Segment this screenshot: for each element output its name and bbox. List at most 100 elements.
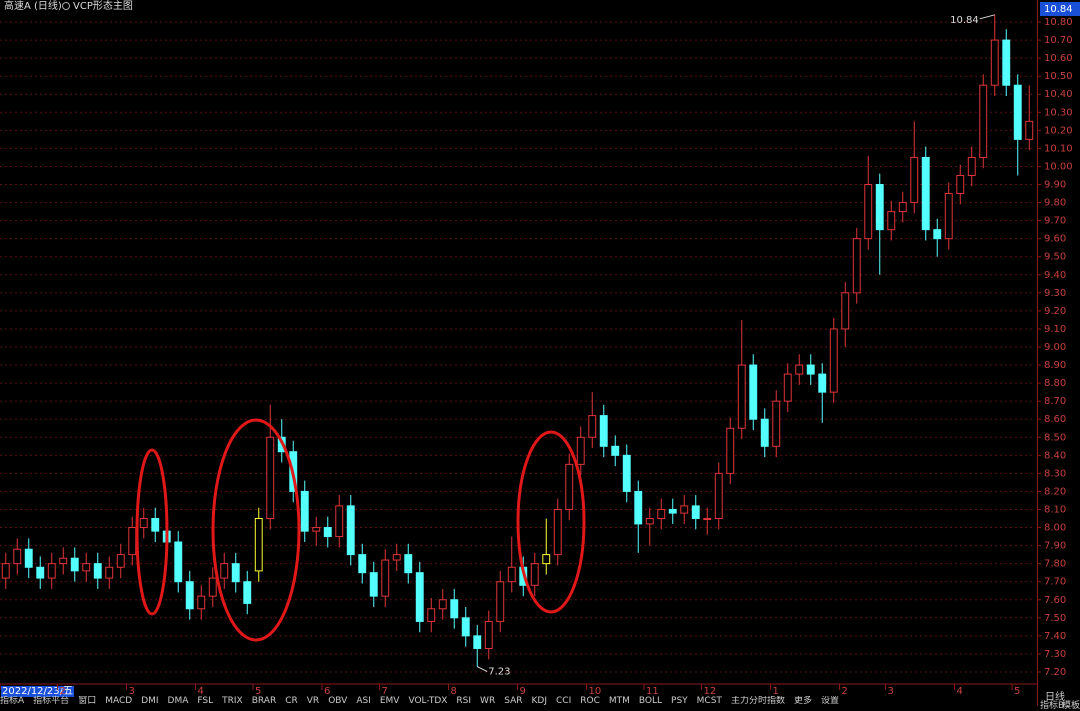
x-tick-label: 6 (324, 686, 330, 697)
toolbar-tab[interactable]: 设置 (820, 696, 839, 706)
candle-body (128, 527, 137, 556)
candle-body (714, 472, 723, 520)
x-tick-label: 1 (773, 686, 779, 697)
candle-body (36, 566, 45, 579)
toolbar-tab[interactable]: RSI (456, 696, 472, 706)
y-tick-label: 10.10 (1044, 143, 1073, 154)
toolbar-tab[interactable]: DMI (141, 696, 159, 706)
x-tick-label: 4 (957, 686, 963, 697)
toolbar-tab[interactable]: MCST (696, 696, 722, 706)
x-tick-label: 2 (842, 686, 848, 697)
toolbar-tab[interactable]: FSL (197, 696, 214, 706)
candle-body (59, 557, 68, 565)
candle-body (553, 508, 562, 556)
candle-body (461, 617, 470, 637)
candle-body (565, 463, 574, 510)
x-tick-label: 12 (704, 686, 717, 697)
toolbar-tab[interactable]: EMV (379, 696, 400, 706)
toolbar-tab[interactable]: BOLL (638, 696, 663, 706)
candle-body (542, 554, 551, 565)
toolbar-tab[interactable]: SAR (504, 696, 523, 706)
y-tick-label: 10.60 (1044, 53, 1073, 64)
toolbar-tab[interactable]: 更多 (793, 696, 812, 706)
toolbar-tab[interactable]: VOL-TDX (408, 696, 448, 706)
toolbar-tab[interactable]: ASI (356, 696, 371, 706)
y-tick-label: 9.00 (1044, 342, 1066, 353)
toolbar-tab[interactable]: MTM (608, 696, 630, 706)
candle-body (956, 174, 965, 195)
y-tick-label: 9.70 (1044, 216, 1066, 227)
candle-body (300, 490, 309, 532)
toolbar-tab[interactable]: VR (306, 696, 320, 706)
candle-body (369, 572, 378, 597)
indicator-icon (62, 2, 70, 10)
y-tick-label: 8.80 (1044, 378, 1066, 389)
candle-body (806, 364, 815, 375)
y-tick-label: 10.00 (1044, 161, 1073, 172)
candle-body (944, 193, 953, 240)
toolbar-tab[interactable]: KDJ (531, 696, 548, 706)
toolbar-tab[interactable]: BRAR (251, 696, 277, 706)
y-tick-label: 10.70 (1044, 35, 1073, 46)
y-tick-label: 9.90 (1044, 180, 1066, 191)
x-tick-label: 2022/12/23/五 (2, 686, 73, 697)
y-tick-label: 10.20 (1044, 125, 1073, 136)
candle-body (507, 566, 516, 583)
candle-body (312, 527, 321, 532)
candle-body (208, 577, 217, 597)
candle-body (82, 563, 91, 572)
highlight-ellipse (135, 448, 169, 616)
toolbar-tab[interactable]: 指标A (0, 696, 25, 706)
toolbar-tab[interactable]: TRIX (222, 696, 243, 706)
toolbar-tab[interactable]: 指标平台 (33, 696, 70, 706)
toolbar-tab[interactable]: 窗口 (78, 696, 97, 706)
toolbar-tab[interactable]: CR (285, 696, 298, 706)
y-tick-label: 9.80 (1044, 198, 1066, 209)
y-tick-label: 8.40 (1044, 450, 1066, 461)
x-tick-label: 9 (520, 686, 526, 697)
x-tick-label: 3 (888, 686, 894, 697)
toolbar-tab[interactable]: MACD (105, 696, 133, 706)
indicator-name: VCP形态主图 (73, 0, 133, 12)
highlight-ellipse (211, 418, 301, 642)
right-tab[interactable]: 模板 (1062, 701, 1080, 711)
candle-body (450, 599, 459, 619)
y-tick-label: 7.30 (1044, 649, 1066, 660)
y-tick-label: 8.30 (1044, 468, 1066, 479)
candle-body (185, 581, 194, 610)
candle-body (484, 620, 493, 650)
candle-body (1025, 120, 1034, 140)
candle-body (887, 211, 896, 231)
candle-body (24, 548, 33, 568)
toolbar-tab[interactable]: DMA (167, 696, 189, 706)
y-tick-label: 8.70 (1044, 396, 1066, 407)
candle-body (737, 364, 746, 429)
candle-body (254, 518, 263, 572)
period[interactable]: 日线 (1045, 692, 1065, 703)
toolbar-tab[interactable]: ROC (580, 696, 600, 706)
toolbar-tab[interactable]: PSY (671, 696, 688, 706)
toolbar-tab[interactable]: 主力分时指数 (730, 696, 785, 706)
toolbar-tab[interactable]: WR (480, 696, 496, 706)
candle-body (852, 238, 861, 294)
candle-body (335, 505, 344, 538)
plot: 7.20 7.30 7.40 7.50 7.60 7.70 7.80 7.90 8.00 8.10… (0, 14, 1073, 697)
y-tick-label: 7.20 (1044, 667, 1066, 678)
toolbar-tab[interactable]: OBV (328, 696, 348, 706)
date-box (1, 686, 75, 697)
candle-body (657, 508, 666, 520)
candle-body (266, 436, 275, 520)
candle-body (783, 373, 792, 402)
candle-body (1002, 39, 1011, 86)
candle-body (381, 559, 390, 597)
right-tab[interactable]: 指标B (1040, 701, 1065, 711)
toolbar-tab[interactable]: CCI (556, 696, 572, 706)
x-tick-label: 10 (589, 686, 602, 697)
y-tick-label: 7.50 (1044, 613, 1066, 624)
candle-body (1013, 84, 1022, 140)
candle-body (358, 554, 367, 574)
y-tick-label: 7.70 (1044, 577, 1066, 588)
candle-body (875, 184, 884, 231)
candle-body (346, 505, 355, 556)
